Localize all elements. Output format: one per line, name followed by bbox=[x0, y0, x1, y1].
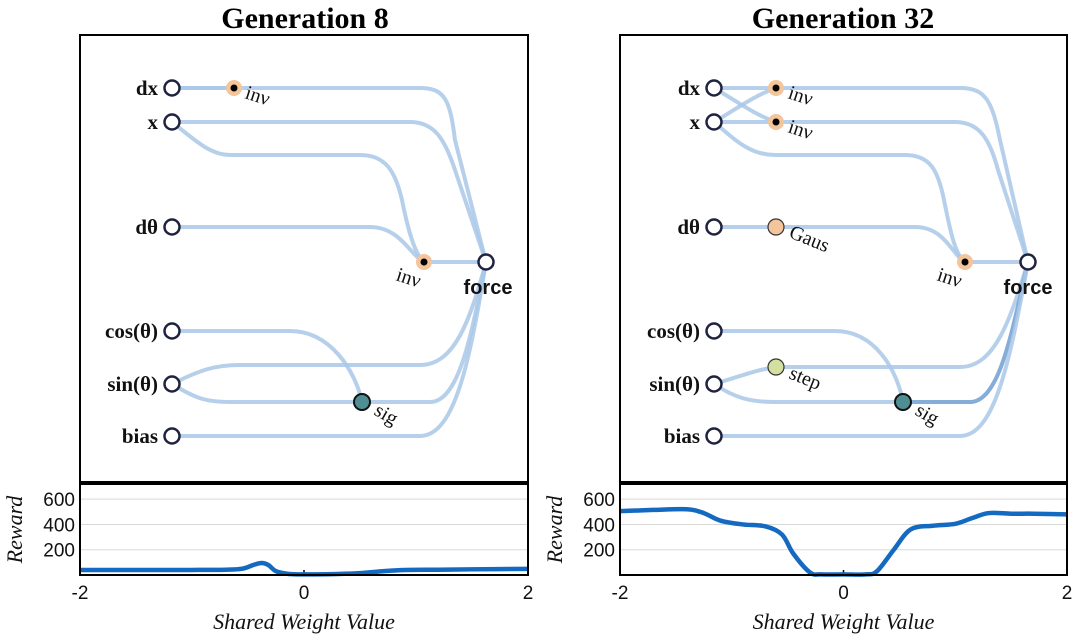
conn2-step-force bbox=[774, 260, 1030, 369]
panel-1-title: Generation 8 bbox=[221, 2, 388, 35]
panel-2-network-frame bbox=[619, 34, 1068, 483]
y-tick-label: 600 bbox=[43, 490, 75, 511]
x-tick-label: 0 bbox=[838, 583, 849, 604]
input-node-cos bbox=[163, 322, 181, 340]
input-node-dtheta bbox=[163, 218, 181, 236]
conn-sin-sig bbox=[170, 382, 364, 404]
chart-frame-top bbox=[619, 483, 1068, 576]
hidden-node-in2-dot bbox=[420, 258, 428, 266]
hidden2-node-in3-dot bbox=[961, 258, 969, 266]
x-tick-label: 2 bbox=[523, 583, 534, 604]
conn-x-force bbox=[170, 120, 488, 264]
chart-2-frame bbox=[619, 483, 1068, 576]
conn-x-in2 bbox=[170, 120, 426, 264]
panel-1-hidden-nodes: inν inν sig bbox=[226, 80, 432, 430]
input2-node-sin bbox=[705, 375, 723, 393]
hidden-node-in1-dot bbox=[230, 84, 238, 92]
conn2-sin-step bbox=[712, 365, 778, 386]
input-label-cos: cos(θ) bbox=[105, 319, 158, 343]
panel-2-hidden-nodes: inν inν Gaus inν step sig bbox=[767, 80, 973, 430]
y-axis-label: Reward bbox=[542, 495, 567, 565]
x-tick-label: -2 bbox=[72, 583, 89, 604]
input2-node-bias bbox=[705, 427, 723, 445]
panel-1-reward-chart: 200 400 600 -2 0 2 Shared Weight Value Reward bbox=[2, 483, 534, 634]
input-label-dtheta: dθ bbox=[135, 215, 158, 239]
hidden2-node-in2-dot bbox=[772, 118, 780, 126]
input2-node-cos bbox=[705, 322, 723, 340]
y-tick-label: 600 bbox=[583, 490, 615, 511]
panel-2-title: Generation 32 bbox=[752, 2, 934, 35]
y-tick-label: 400 bbox=[583, 515, 615, 536]
y-tick-label: 400 bbox=[43, 515, 75, 536]
input2-node-dx bbox=[705, 79, 723, 97]
input-label-dx: dx bbox=[136, 76, 159, 100]
x-tick-label: 0 bbox=[299, 583, 310, 604]
panel-1-connections bbox=[170, 86, 488, 438]
reward-series-line bbox=[619, 506, 1068, 577]
output-node-force bbox=[477, 253, 495, 271]
reward-series-line bbox=[80, 560, 529, 577]
chart-1-frame bbox=[79, 483, 529, 576]
conn2-x-in3 bbox=[712, 120, 967, 264]
conn-dx-force bbox=[170, 86, 488, 264]
y-tick-label: 200 bbox=[43, 541, 75, 562]
input2-label-sin: sin(θ) bbox=[649, 372, 700, 396]
input2-label-x: x bbox=[690, 110, 701, 134]
conn2-bias-force bbox=[712, 260, 1030, 438]
conn-bias-force bbox=[170, 260, 488, 438]
input2-label-cos: cos(θ) bbox=[647, 319, 700, 343]
hidden-node-sig bbox=[353, 393, 371, 411]
output2-node-force bbox=[1019, 253, 1037, 271]
panel-2-connections bbox=[712, 85, 1030, 438]
panel-2-reward-chart: 200 400 600 -2 0 2 Shared Weight Value Reward bbox=[542, 483, 1073, 634]
x-tick-label: -2 bbox=[612, 583, 629, 604]
x-axis-label: Shared Weight Value bbox=[753, 609, 935, 634]
panel-1-input-nodes: dx x dθ cos(θ) sin(θ) bias bbox=[105, 76, 181, 448]
conn-cos-sig bbox=[170, 329, 364, 404]
input-node-sin bbox=[163, 375, 181, 393]
input-label-x: x bbox=[148, 110, 159, 134]
input2-node-x bbox=[705, 113, 723, 131]
panel-1-network-frame bbox=[79, 34, 529, 483]
hidden2-node-sig bbox=[894, 393, 912, 411]
input2-node-dtheta bbox=[705, 218, 723, 236]
output-label-force: force bbox=[464, 277, 513, 299]
input-node-bias bbox=[163, 427, 181, 445]
output2-label-force: force bbox=[1004, 277, 1053, 299]
conn2-in2-force bbox=[774, 120, 1030, 264]
input-label-sin: sin(θ) bbox=[107, 372, 158, 396]
x-tick-label: 2 bbox=[1062, 583, 1073, 604]
input-node-x bbox=[163, 113, 181, 131]
hidden2-node-step bbox=[767, 358, 785, 376]
x-axis-label: Shared Weight Value bbox=[213, 609, 395, 634]
input2-label-dx: dx bbox=[678, 76, 701, 100]
conn2-in1-force bbox=[774, 86, 1030, 264]
chart-frame-top bbox=[79, 483, 529, 576]
y-axis-label: Reward bbox=[2, 495, 27, 565]
conn2-cos-sig bbox=[712, 329, 905, 404]
y-tick-label: 200 bbox=[583, 541, 615, 562]
input2-label-bias: bias bbox=[664, 424, 700, 448]
hidden2-node-in1-dot bbox=[772, 84, 780, 92]
input-label-bias: bias bbox=[122, 424, 158, 448]
hidden2-node-gaus bbox=[767, 218, 785, 236]
panel-2-input-nodes: dx x dθ cos(θ) sin(θ) bias bbox=[647, 76, 723, 448]
input2-label-dtheta: dθ bbox=[677, 215, 700, 239]
input-node-dx bbox=[163, 79, 181, 97]
conn-dtheta-in2 bbox=[170, 225, 426, 264]
conn-sin-force bbox=[170, 260, 488, 386]
